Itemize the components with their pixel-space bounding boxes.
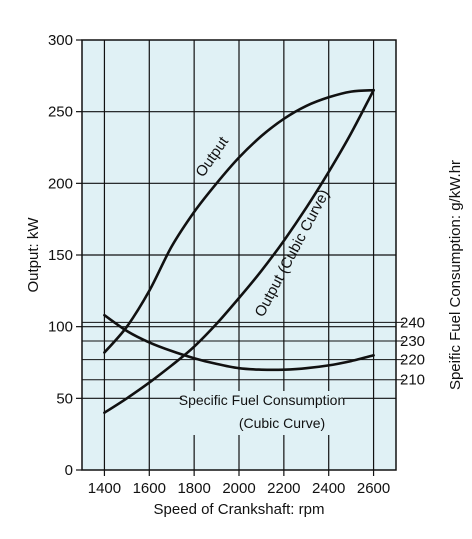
- sfc-annotation-line1: Specific Fuel Consumption: [179, 392, 346, 408]
- x-tick-label: 1800: [177, 480, 210, 497]
- y-tick-label: 250: [48, 104, 73, 121]
- right-tick-label: 220: [400, 352, 425, 369]
- x-tick-label: 2000: [222, 480, 255, 497]
- sfc-grid-layer: [82, 321, 404, 381]
- y-tick-label: 200: [48, 175, 73, 192]
- series-line-3: [103, 313, 375, 372]
- y-tick-label: 150: [48, 247, 73, 264]
- sfc-annotation-line2: (Cubic Curve): [239, 415, 325, 431]
- right-tick-label: 240: [400, 314, 425, 331]
- y-tick-label: 300: [48, 32, 73, 49]
- sfc-annotation-backdrop: [182, 391, 344, 435]
- x-tick-label: 2600: [357, 480, 390, 497]
- y-axis-title-right: Speific Fuel Consumption: g/kW.hr: [447, 160, 464, 390]
- x-tick-label: 1400: [88, 480, 121, 497]
- grid-layer: [82, 40, 396, 470]
- y-tick-label: 100: [48, 319, 73, 336]
- series-line-2: [103, 88, 375, 414]
- right-tick-label: 230: [400, 333, 425, 350]
- x-tick-label: 2400: [312, 480, 345, 497]
- x-tick-label: 1600: [133, 480, 166, 497]
- x-tick-label: 2200: [267, 480, 300, 497]
- series-line-1: [103, 88, 375, 354]
- right-tick-label: 210: [400, 372, 425, 389]
- tick-layer: 1400 1600 1800 2000 2200 2400 2600 0 50 100 150 200…: [48, 32, 425, 497]
- y-axis-title-left: Output: kW: [25, 217, 42, 293]
- y-tick-label: 0: [65, 462, 73, 479]
- series-layer: [103, 88, 375, 414]
- x-axis-title: Speed of Crankshaft: rpm: [154, 501, 325, 518]
- y-tick-label: 50: [56, 390, 73, 407]
